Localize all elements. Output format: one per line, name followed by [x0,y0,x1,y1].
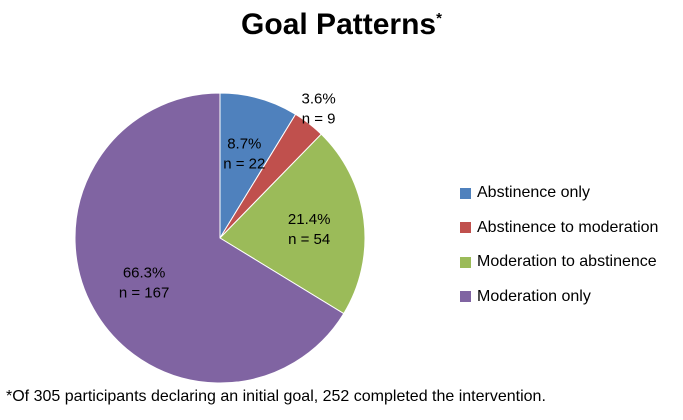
legend-item: Abstinence to moderation [460,211,658,246]
chart-title-asterisk: * [436,10,442,27]
legend: Abstinence only Abstinence to moderation… [460,176,658,314]
legend-item: Moderation only [460,280,658,315]
chart-title: Goal Patterns* [0,8,683,42]
pie-slice [219,133,366,315]
legend-item: Moderation to abstinence [460,245,658,280]
slice-count-label: n = 9 [302,110,336,127]
legend-swatch [460,291,471,303]
legend-label: Abstinence only [477,184,590,202]
legend-label: Moderation to abstinence [477,253,657,271]
slice-percent-label: 21.4% [288,211,331,228]
slice-percent-label: 3.6% [301,90,335,107]
slice-count-label: n = 54 [288,231,330,248]
chart-title-text: Goal Patterns [241,8,437,41]
slice-count-label: n = 167 [119,285,169,302]
slice-count-label: n = 22 [223,156,265,173]
legend-swatch [460,222,471,234]
slice-percent-label: 8.7% [227,136,261,153]
slice-percent-label: 66.3% [123,265,166,282]
slice-labels: 8.7% n = 22 3.6% n = 9 21.4% n = 54 66.3% n = 1… [119,90,336,301]
pie-slice [74,92,345,384]
pie-slices [74,92,366,384]
legend-swatch [460,187,471,199]
legend-label: Abstinence to moderation [477,218,659,236]
legend-label: Moderation only [477,287,591,305]
legend-item: Abstinence only [460,176,658,211]
footnote: *Of 305 participants declaring an initia… [6,388,546,405]
legend-swatch [460,256,471,268]
